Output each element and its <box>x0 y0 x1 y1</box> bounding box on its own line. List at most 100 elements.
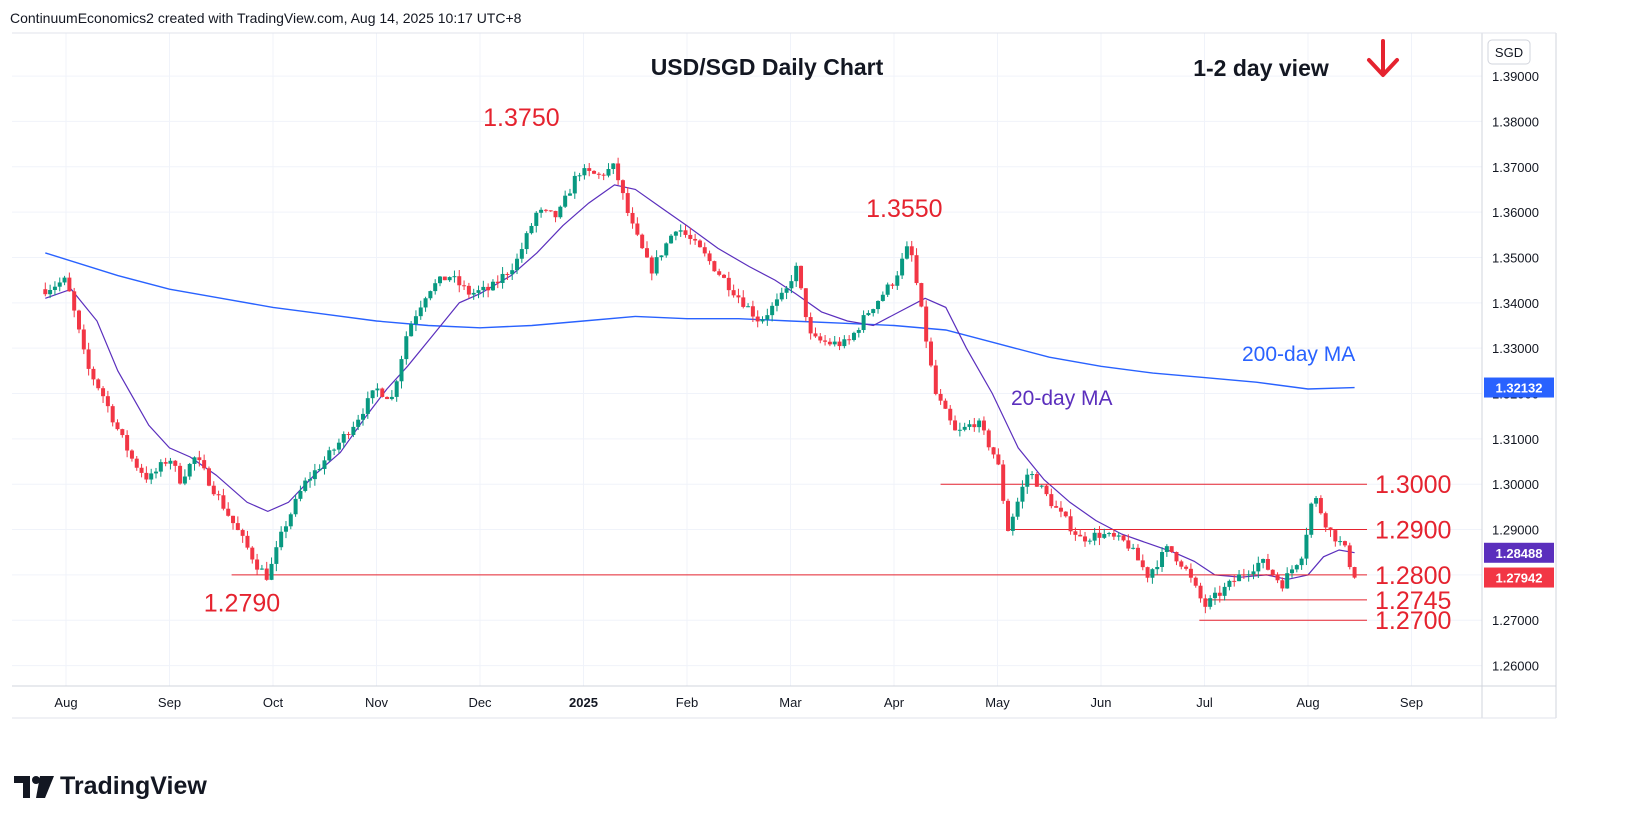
candle-body <box>794 265 799 282</box>
candle <box>385 396 390 400</box>
candle <box>1198 582 1203 603</box>
candle <box>356 414 361 430</box>
candle-body <box>972 424 977 428</box>
candle <box>438 276 443 287</box>
candle <box>303 477 308 493</box>
ma200-layer <box>45 252 1355 390</box>
candle-body <box>332 449 337 451</box>
candle-body <box>312 470 317 480</box>
x-tick-label: Aug <box>1296 695 1319 710</box>
candle <box>567 188 572 196</box>
candle <box>717 268 722 277</box>
ma200-label: 200-day MA <box>1242 343 1355 366</box>
candle-body <box>101 388 106 397</box>
candle-body <box>592 170 597 174</box>
candle <box>308 471 313 488</box>
candle-body <box>914 255 919 284</box>
candle <box>1169 546 1174 553</box>
candle-body <box>991 447 996 455</box>
candle <box>1174 551 1179 566</box>
candle-body <box>1333 530 1338 542</box>
candle <box>173 459 178 472</box>
candle <box>182 469 187 486</box>
candle-body <box>784 288 789 293</box>
x-tick-label: Feb <box>676 695 698 710</box>
candle-body <box>803 288 808 318</box>
candle <box>447 276 452 282</box>
candle-body <box>596 173 601 175</box>
candle-body <box>221 495 226 509</box>
candle <box>1145 566 1150 583</box>
candle <box>808 312 813 340</box>
candle-body <box>158 462 163 472</box>
candle <box>972 417 977 432</box>
candle-body <box>327 450 332 461</box>
candle <box>269 557 274 581</box>
candle <box>250 546 255 564</box>
candle <box>375 383 380 397</box>
candle <box>365 391 370 419</box>
candle <box>1063 511 1068 518</box>
candle <box>919 282 924 308</box>
currency-box <box>1487 39 1531 65</box>
candle-body <box>1116 535 1121 537</box>
candle <box>394 379 399 402</box>
candle-body <box>303 480 308 491</box>
candle <box>909 240 914 262</box>
candle-body <box>673 231 678 236</box>
candle <box>1164 544 1169 557</box>
candle-body <box>1102 534 1107 538</box>
candle <box>779 287 784 302</box>
price-badge-label: 1.32132 <box>1496 381 1543 396</box>
candle-body <box>611 163 616 170</box>
candle-body <box>125 435 130 451</box>
candle <box>981 416 986 435</box>
candle <box>1304 527 1309 566</box>
candle <box>799 265 804 290</box>
candle-body <box>630 212 635 224</box>
candle <box>380 387 385 398</box>
candle-body <box>1126 540 1131 549</box>
candle-body <box>823 340 828 342</box>
ma20-label: 20-day MA <box>1011 387 1113 410</box>
tradingview-logo[interactable]: TradingView <box>14 772 207 801</box>
candle <box>360 408 365 426</box>
candle <box>341 431 346 449</box>
candle-body <box>827 341 832 345</box>
price-badge-label: 1.28488 <box>1496 546 1543 561</box>
view-label: 1-2 day view <box>1193 55 1329 81</box>
candle <box>986 428 991 451</box>
candle <box>413 310 418 332</box>
candle-body <box>216 494 221 496</box>
candle <box>221 488 226 511</box>
x-tick-label: Jun <box>1091 695 1112 710</box>
candle <box>1006 498 1011 532</box>
candle <box>515 253 520 275</box>
candle <box>336 438 341 454</box>
candle-body <box>288 514 293 527</box>
candle <box>1256 556 1261 579</box>
candle-body <box>842 339 847 347</box>
candle-body <box>924 306 929 342</box>
candle-body <box>1150 569 1155 578</box>
candle-body <box>1241 574 1246 576</box>
candle <box>938 388 943 405</box>
candle-body <box>86 349 91 369</box>
candle-body <box>1222 586 1227 596</box>
candle <box>664 242 669 258</box>
candle <box>481 280 486 298</box>
candle <box>235 516 240 531</box>
candle-body <box>1323 513 1328 528</box>
candle <box>630 207 635 229</box>
candle-body <box>770 305 775 316</box>
candle <box>543 208 548 213</box>
candle <box>1140 554 1145 571</box>
candle <box>409 320 414 337</box>
candle <box>226 502 231 517</box>
candle <box>885 282 890 297</box>
candle-body <box>259 568 264 570</box>
candle <box>991 446 996 459</box>
candle <box>1342 540 1347 548</box>
candle <box>1227 579 1232 591</box>
